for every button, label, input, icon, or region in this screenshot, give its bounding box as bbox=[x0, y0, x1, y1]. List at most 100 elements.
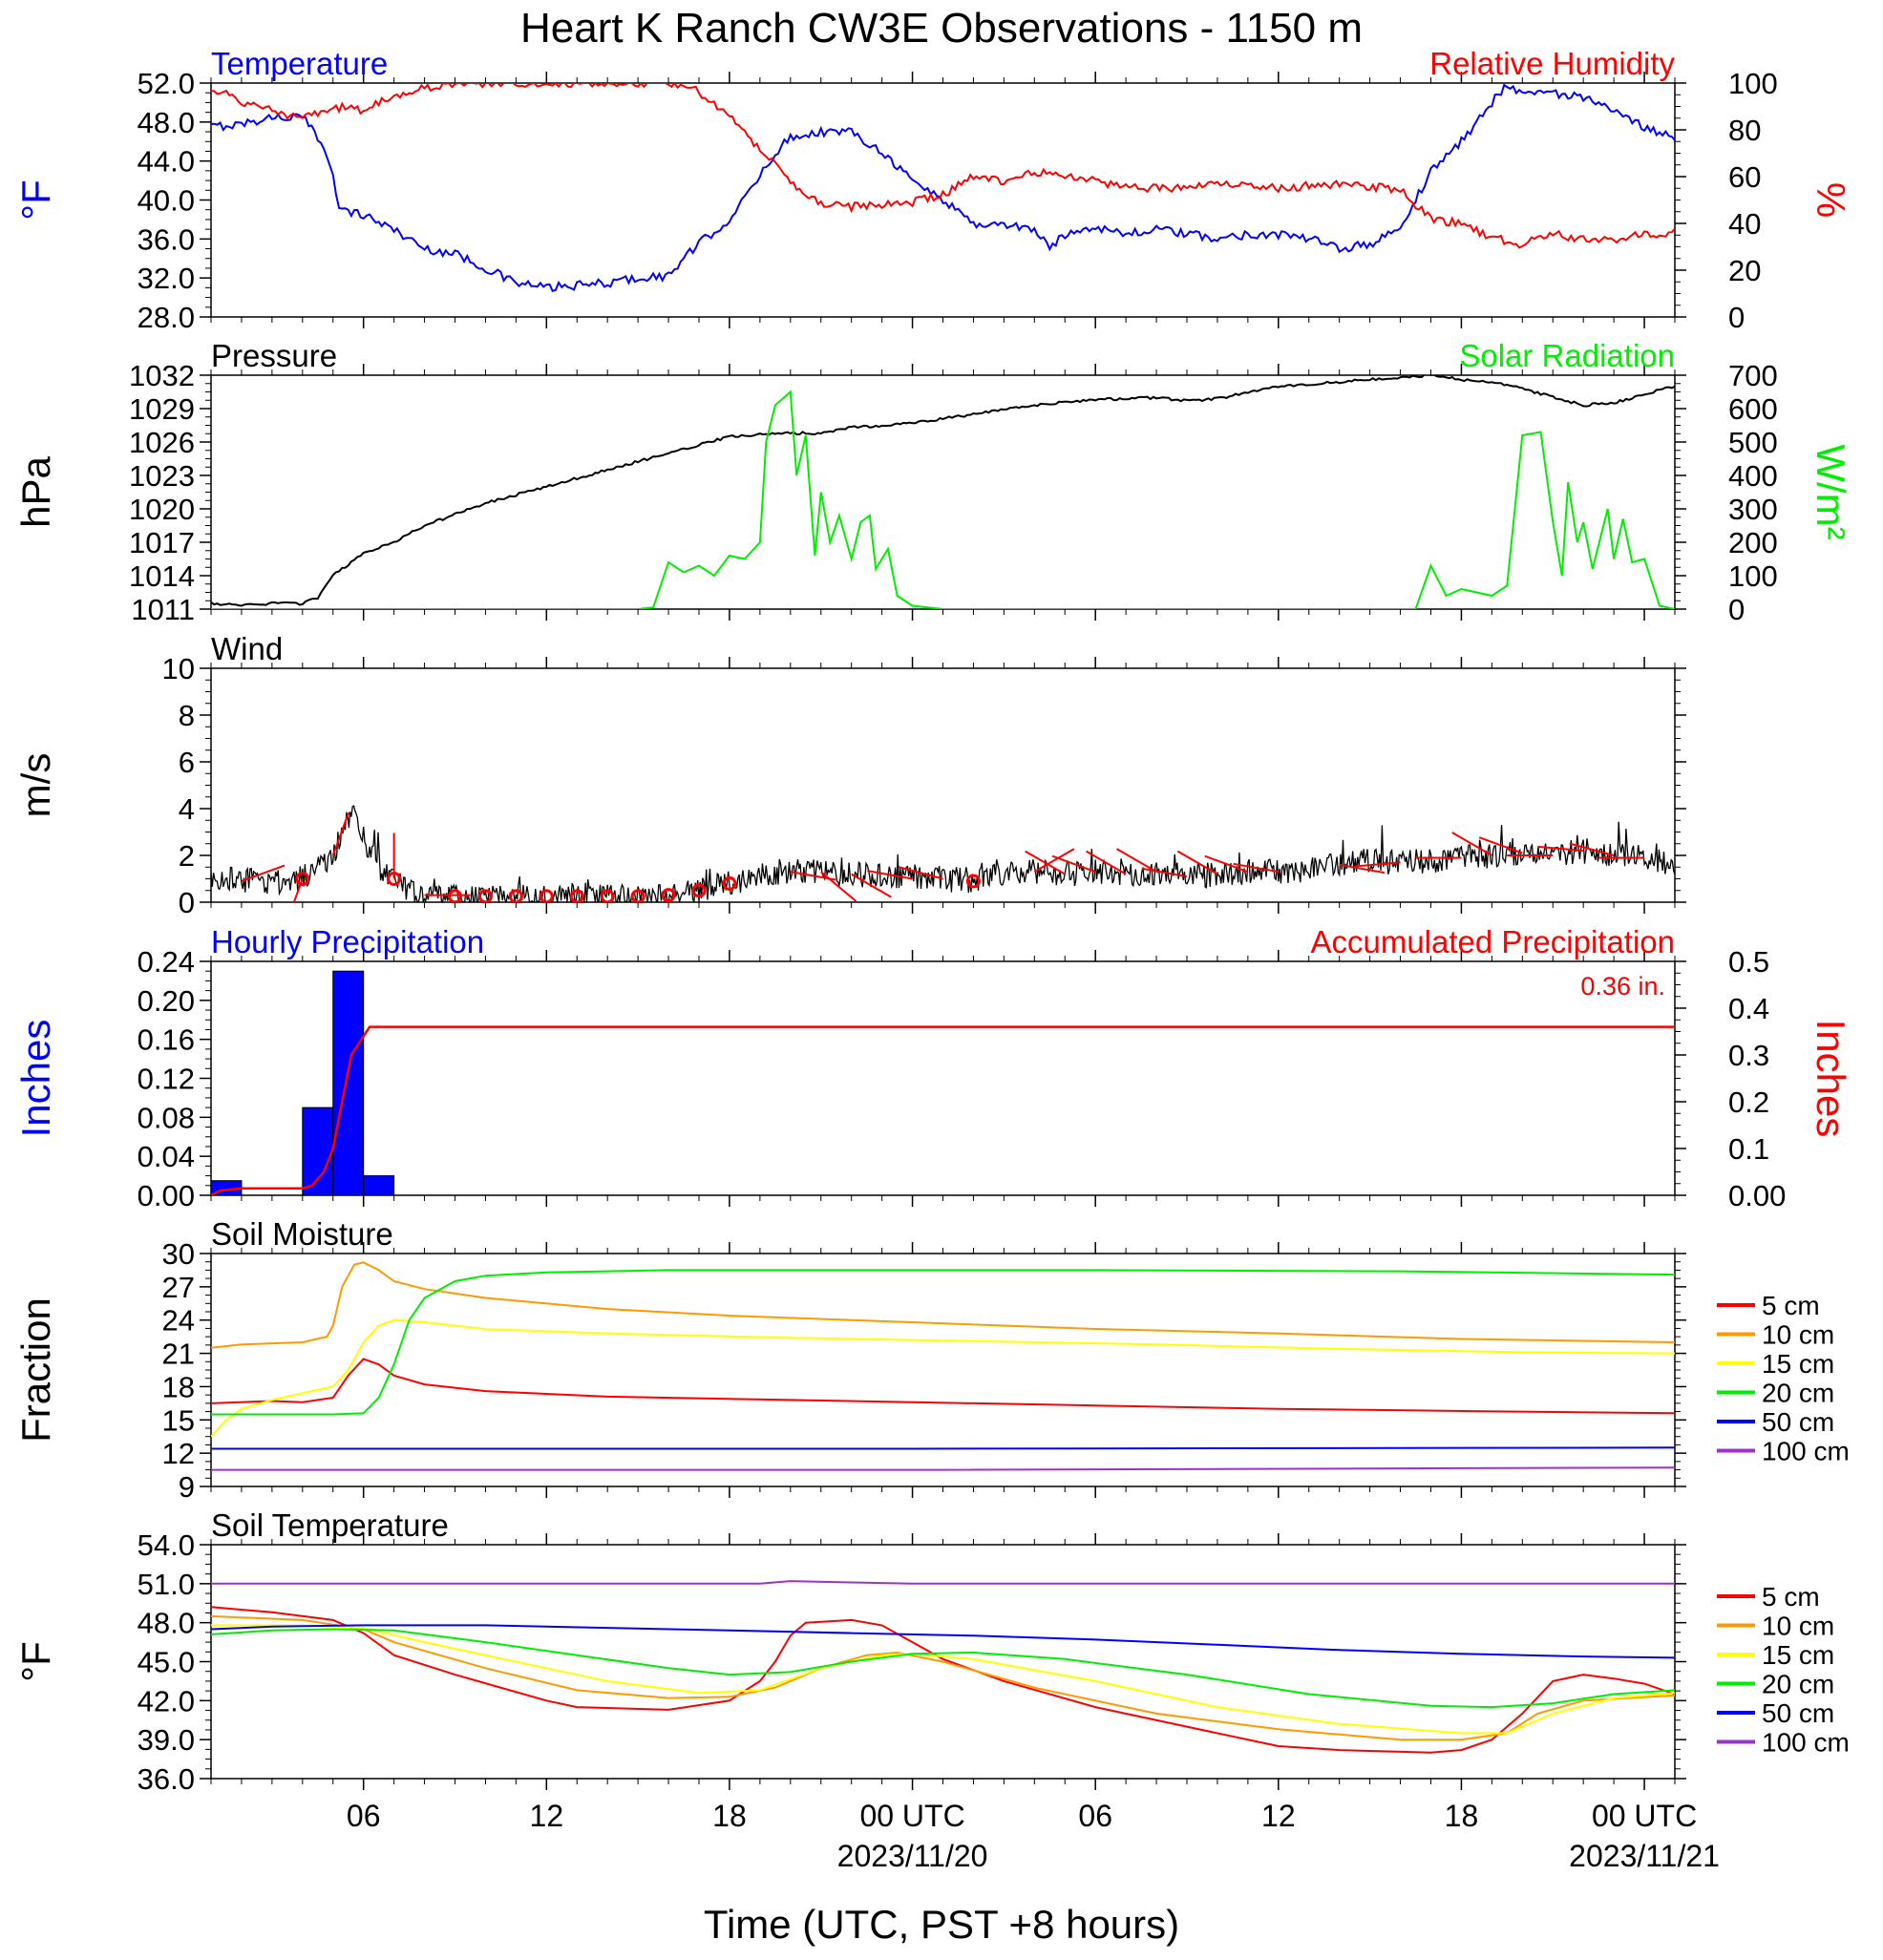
panel-title-left: Soil Temperature bbox=[211, 1507, 449, 1543]
plot-frame bbox=[210, 667, 1676, 903]
y-tick-label: 18 bbox=[162, 1370, 195, 1403]
y-tick-label: 39.0 bbox=[138, 1723, 195, 1757]
y-axis-label-right: % bbox=[1809, 182, 1853, 218]
series-line-5-cm bbox=[211, 1606, 1675, 1754]
y-tick-label: 32.0 bbox=[138, 262, 195, 295]
precip-bar bbox=[363, 1175, 395, 1195]
x-axis-title: Time (UTC, PST +8 hours) bbox=[704, 1902, 1179, 1947]
legend-label: 100 cm bbox=[1762, 1437, 1850, 1466]
wind-barb bbox=[1339, 863, 1386, 875]
calm-wind-marker bbox=[600, 889, 615, 902]
y-tick-label: 0.24 bbox=[138, 945, 195, 979]
y-axis-label-left: Fraction bbox=[13, 1297, 58, 1443]
y-tick-label: 0 bbox=[179, 886, 195, 919]
calm-wind-marker bbox=[477, 889, 493, 902]
y-tick-label: 48.0 bbox=[138, 1607, 195, 1640]
plot-area bbox=[211, 1261, 1675, 1471]
y-tick-label-right: 700 bbox=[1728, 359, 1778, 392]
panel-title-left: Hourly Precipitation bbox=[211, 924, 484, 959]
y-axis-label-right: W/m² bbox=[1809, 444, 1853, 539]
wind-barb bbox=[1086, 850, 1127, 875]
calm-wind-marker bbox=[295, 872, 310, 886]
panel-title-left: Pressure bbox=[211, 338, 337, 373]
series-line-10-cm bbox=[211, 1261, 1675, 1349]
y-tick-label: 54.0 bbox=[138, 1528, 195, 1562]
wind-barb bbox=[1354, 861, 1401, 868]
y-tick-label: 0.16 bbox=[138, 1023, 195, 1057]
plot-frame bbox=[210, 960, 1676, 1196]
plot-area bbox=[211, 375, 1675, 609]
wind-barb bbox=[1569, 842, 1615, 856]
calm-wind-marker bbox=[539, 889, 554, 902]
plot-frame bbox=[210, 82, 1676, 318]
y-tick-label: 0.20 bbox=[138, 984, 195, 1018]
x-date-label: 2023/11/21 bbox=[1569, 1839, 1720, 1873]
panel-title-left: Soil Moisture bbox=[211, 1216, 393, 1252]
wind-barb bbox=[867, 870, 913, 880]
calm-wind-marker bbox=[661, 888, 676, 902]
calm-wind-marker bbox=[448, 889, 462, 902]
y-tick-label: 28.0 bbox=[138, 301, 195, 334]
y-tick-label: 44.0 bbox=[138, 145, 195, 179]
y-tick-label-right: 600 bbox=[1728, 392, 1778, 426]
wind-barb bbox=[1537, 845, 1584, 853]
y-tick-label-right: 200 bbox=[1728, 526, 1778, 559]
wind-barb bbox=[1478, 836, 1523, 854]
accum-total-label: 0.36 in. bbox=[1580, 972, 1665, 1001]
y-tick-label: 0.04 bbox=[138, 1140, 195, 1173]
legend-label: 5 cm bbox=[1762, 1291, 1820, 1320]
y-tick-label: 2 bbox=[179, 839, 195, 873]
legend-label: 15 cm bbox=[1762, 1349, 1834, 1379]
series-line-left bbox=[211, 375, 1675, 607]
y-tick-label: 12 bbox=[162, 1437, 195, 1470]
precip-bar bbox=[302, 1106, 334, 1195]
plot-area bbox=[211, 970, 1675, 1195]
x-tick-label: 00 UTC bbox=[859, 1799, 964, 1833]
wind-barb bbox=[1033, 848, 1075, 874]
wind-barb bbox=[331, 811, 350, 856]
y-tick-label-right: 100 bbox=[1728, 67, 1778, 100]
y-tick-label-right: 0.2 bbox=[1728, 1085, 1769, 1119]
y-tick-label: 8 bbox=[179, 699, 195, 732]
series-line-50-cm bbox=[211, 1446, 1675, 1450]
wind-barb bbox=[1141, 867, 1188, 878]
calm-wind-marker bbox=[569, 889, 584, 902]
y-tick-label: 1029 bbox=[129, 392, 195, 426]
y-tick-label: 48.0 bbox=[138, 106, 195, 139]
panel-soil_temperature: 36.0 39.0 42.0 45.0 48.0 51.0 54.0 Soil Tempera… bbox=[13, 1507, 1850, 1796]
series-line-50-cm bbox=[211, 1624, 1675, 1659]
y-tick-label: 30 bbox=[162, 1237, 195, 1271]
wind-barb bbox=[1204, 854, 1249, 874]
y-axis-label-right: Inches bbox=[1809, 1020, 1853, 1138]
figure-title: Heart K Ranch CW3E Observations - 1150 m bbox=[520, 5, 1363, 52]
legend-label: 100 cm bbox=[1762, 1728, 1850, 1758]
legend-label: 10 cm bbox=[1762, 1320, 1834, 1350]
y-tick-label: 0.12 bbox=[138, 1063, 195, 1096]
x-tick-label: 12 bbox=[1261, 1799, 1296, 1833]
series-line-20-cm bbox=[211, 1269, 1675, 1416]
y-tick-label: 51.0 bbox=[138, 1568, 195, 1601]
y-axis-label-left: m/s bbox=[13, 753, 58, 818]
y-tick-label: 1014 bbox=[129, 559, 195, 593]
y-tick-label: 1032 bbox=[129, 359, 195, 392]
panel-title-right: Accumulated Precipitation bbox=[1310, 924, 1675, 959]
chart-panels: 28.032.036.040.044.048.052.0020406080100… bbox=[13, 46, 1853, 1796]
wind-barb bbox=[1025, 850, 1066, 875]
y-tick-label: 10 bbox=[162, 652, 195, 685]
x-tick-label: 18 bbox=[712, 1799, 747, 1833]
series-line-100-cm bbox=[211, 1580, 1675, 1585]
y-tick-label-right: 0.1 bbox=[1728, 1132, 1769, 1166]
legend-label: 50 cm bbox=[1762, 1698, 1834, 1728]
wind-barb bbox=[1176, 850, 1218, 875]
y-tick-label-right: 20 bbox=[1728, 254, 1761, 287]
wind-barb bbox=[292, 878, 304, 902]
legend-label: 15 cm bbox=[1762, 1640, 1834, 1670]
series-line-5-cm bbox=[211, 1358, 1675, 1415]
calm-wind-marker bbox=[387, 872, 402, 886]
precip-bar bbox=[332, 970, 365, 1195]
y-tick-label-right: 300 bbox=[1728, 493, 1778, 526]
y-axis-label-left: °F bbox=[13, 179, 58, 220]
